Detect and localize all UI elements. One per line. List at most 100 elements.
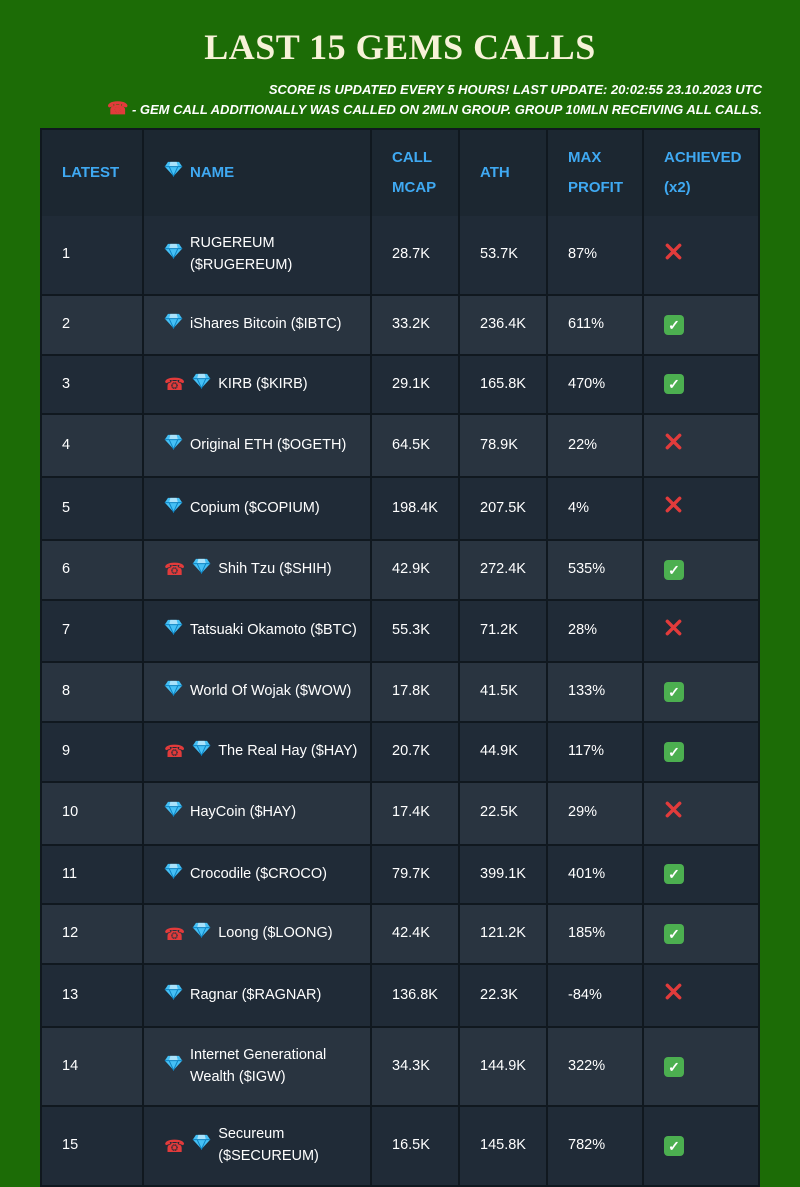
latest-value: 2 bbox=[62, 315, 71, 332]
call-mcap-value: 16.5K bbox=[392, 1137, 430, 1154]
latest-value: 13 bbox=[62, 986, 79, 1003]
ath-value: 121.2K bbox=[480, 925, 526, 942]
name-cell: ☎ iShares Bitcoin ($IBTC) bbox=[142, 295, 370, 354]
table-row: 1 ☎ RUGEREUM ($RUGEREUM) 28.7K 53.7K 87%… bbox=[42, 216, 758, 294]
max-profit-cell: 535% bbox=[546, 540, 642, 599]
achieved-cell: ✓ bbox=[642, 600, 758, 662]
latest-cell: 4 bbox=[42, 415, 142, 477]
header-name: NAME bbox=[142, 130, 370, 217]
max-profit-value: 535% bbox=[568, 560, 606, 577]
gem-icon bbox=[192, 373, 211, 397]
gem-icon bbox=[164, 158, 183, 188]
table-row: 12 ☎ Loong ($LOONG) 42.4K 121.2K 185% ✓ bbox=[42, 903, 758, 964]
header-max-profit-label: MAX PROFIT bbox=[568, 149, 623, 197]
table-row: 14 ☎ Internet Generational Wealth ($IGW)… bbox=[42, 1025, 758, 1106]
max-profit-cell: 133% bbox=[546, 663, 642, 722]
call-mcap-cell: 42.4K bbox=[370, 905, 458, 964]
gem-icon bbox=[164, 313, 183, 337]
gem-icon bbox=[192, 922, 211, 946]
max-profit-value: 22% bbox=[568, 436, 598, 453]
header-call-mcap: CALL MCAP bbox=[370, 130, 458, 217]
gem-icon bbox=[164, 497, 183, 521]
name-cell: ☎ Shih Tzu ($SHIH) bbox=[142, 540, 370, 599]
ath-value: 165.8K bbox=[480, 375, 526, 392]
latest-value: 6 bbox=[62, 560, 71, 577]
name-cell: ☎ World Of Wojak ($WOW) bbox=[142, 663, 370, 722]
ath-value: 22.3K bbox=[480, 986, 518, 1003]
ath-cell: 272.4K bbox=[458, 540, 546, 599]
header-max-profit: MAX PROFIT bbox=[546, 130, 642, 217]
ath-value: 399.1K bbox=[480, 865, 526, 882]
latest-cell: 15 bbox=[42, 1107, 142, 1185]
ath-cell: 44.9K bbox=[458, 723, 546, 781]
ath-value: 53.7K bbox=[480, 246, 518, 263]
gem-icon bbox=[192, 1134, 211, 1158]
coin-name: Secureum ($SECUREUM) bbox=[218, 1126, 319, 1165]
call-mcap-cell: 17.4K bbox=[370, 782, 458, 844]
coin-name: HayCoin ($HAY) bbox=[190, 804, 297, 821]
call-mcap-cell: 33.2K bbox=[370, 295, 458, 354]
ath-cell: 121.2K bbox=[458, 905, 546, 964]
cross-icon bbox=[664, 800, 683, 827]
ath-cell: 399.1K bbox=[458, 845, 546, 904]
call-mcap-cell: 198.4K bbox=[370, 478, 458, 539]
max-profit-value: 401% bbox=[568, 865, 606, 882]
table-row: 11 ☎ Crocodile ($CROCO) 79.7K 399.1K 401… bbox=[42, 843, 758, 904]
coin-name: Loong ($LOONG) bbox=[218, 925, 333, 942]
achieved-cell: ✓ bbox=[642, 540, 758, 599]
coin-name: iShares Bitcoin ($IBTC) bbox=[190, 315, 342, 332]
call-mcap-cell: 64.5K bbox=[370, 415, 458, 477]
coin-name: KIRB ($KIRB) bbox=[218, 375, 308, 392]
ath-value: 71.2K bbox=[480, 622, 518, 639]
latest-cell: 14 bbox=[42, 1027, 142, 1106]
latest-cell: 9 bbox=[42, 723, 142, 781]
latest-cell: 7 bbox=[42, 600, 142, 662]
note-line: ☎ - GEM CALL ADDITIONALLY WAS CALLED ON … bbox=[38, 100, 762, 120]
phone-icon: ☎ bbox=[164, 374, 186, 394]
latest-value: 9 bbox=[62, 743, 71, 760]
table-row: 6 ☎ Shih Tzu ($SHIH) 42.9K 272.4K 535% ✓ bbox=[42, 538, 758, 599]
cross-icon bbox=[664, 495, 683, 522]
name-cell: ☎ HayCoin ($HAY) bbox=[142, 782, 370, 844]
header-ath-label: ATH bbox=[480, 164, 510, 182]
check-icon: ✓ bbox=[664, 864, 684, 885]
phone-icon: ☎ bbox=[164, 742, 186, 762]
table-row: 2 ☎ iShares Bitcoin ($IBTC) 33.2K 236.4K… bbox=[42, 293, 758, 354]
max-profit-cell: 782% bbox=[546, 1107, 642, 1185]
latest-value: 3 bbox=[62, 375, 71, 392]
ath-cell: 236.4K bbox=[458, 295, 546, 354]
call-mcap-cell: 28.7K bbox=[370, 216, 458, 294]
ath-cell: 41.5K bbox=[458, 663, 546, 722]
coin-name: Copium ($COPIUM) bbox=[190, 499, 320, 516]
phone-icon: ☎ bbox=[164, 560, 186, 580]
call-mcap-value: 34.3K bbox=[392, 1057, 430, 1074]
ath-value: 22.5K bbox=[480, 804, 518, 821]
gem-icon bbox=[164, 619, 183, 643]
call-mcap-value: 17.8K bbox=[392, 683, 430, 700]
call-mcap-value: 28.7K bbox=[392, 246, 430, 263]
max-profit-cell: 185% bbox=[546, 905, 642, 964]
header-name-label: NAME bbox=[190, 164, 235, 182]
table-header-row: LATEST NAME CALL MCAP ATH MAX PROFIT ACH… bbox=[42, 130, 758, 217]
gem-icon bbox=[164, 434, 183, 458]
latest-cell: 12 bbox=[42, 905, 142, 964]
name-cell: ☎ Ragnar ($RAGNAR) bbox=[142, 965, 370, 1026]
max-profit-cell: 22% bbox=[546, 415, 642, 477]
max-profit-cell: 28% bbox=[546, 600, 642, 662]
max-profit-cell: 401% bbox=[546, 845, 642, 904]
max-profit-cell: 611% bbox=[546, 295, 642, 354]
call-mcap-cell: 29.1K bbox=[370, 355, 458, 414]
gem-icon bbox=[164, 863, 183, 887]
max-profit-cell: -84% bbox=[546, 965, 642, 1026]
header-ath: ATH bbox=[458, 130, 546, 217]
achieved-cell: ✓ bbox=[642, 478, 758, 539]
latest-cell: 5 bbox=[42, 478, 142, 539]
max-profit-cell: 87% bbox=[546, 216, 642, 294]
max-profit-cell: 322% bbox=[546, 1027, 642, 1106]
coin-name: Crocodile ($CROCO) bbox=[190, 865, 327, 882]
call-mcap-value: 17.4K bbox=[392, 804, 430, 821]
notes-block: SCORE IS UPDATED EVERY 5 HOURS! LAST UPD… bbox=[38, 80, 762, 120]
ath-cell: 144.9K bbox=[458, 1027, 546, 1106]
phone-icon: ☎ bbox=[164, 924, 186, 944]
name-cell: ☎ Crocodile ($CROCO) bbox=[142, 845, 370, 904]
